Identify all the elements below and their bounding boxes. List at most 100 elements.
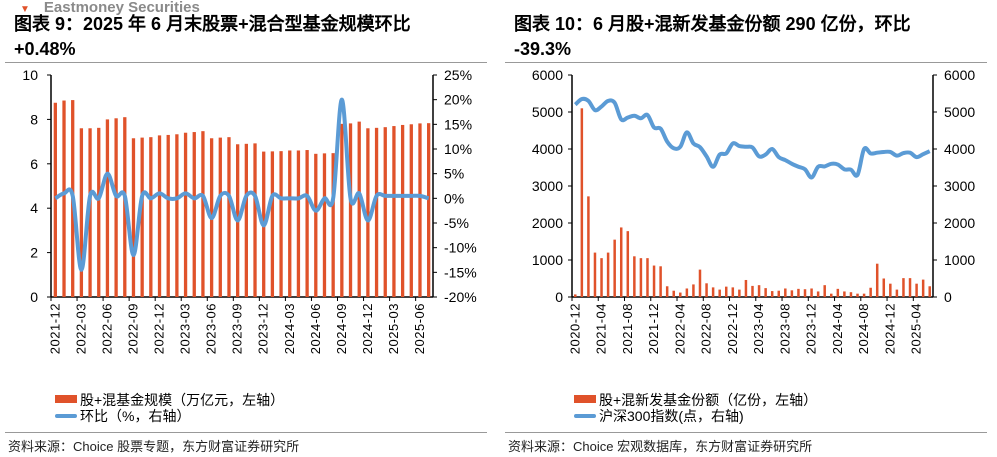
- y-left-tick-label: 3000: [532, 178, 563, 194]
- bar: [790, 290, 794, 297]
- bar: [902, 278, 905, 297]
- bar: [613, 239, 616, 297]
- bar: [633, 256, 636, 297]
- bar: [131, 138, 136, 297]
- x-tick-label: 2021-08: [620, 303, 635, 354]
- x-tick-label: 2022-06: [99, 303, 114, 354]
- chart-title: 图表 10：6 月股+混新发基金份额 290 亿份，环比 -39.3%: [514, 12, 994, 62]
- bar: [244, 143, 248, 297]
- y-left-tick-label: 6: [30, 156, 38, 172]
- bar: [88, 128, 92, 297]
- bar: [639, 258, 643, 297]
- bar: [314, 153, 318, 297]
- x-tick-label: 2024-12: [882, 303, 897, 354]
- y-left-tick-label: 8: [30, 111, 38, 127]
- watermark: ▼ Eastmoney Securities: [20, 0, 200, 18]
- chart-title: 图表 9：2025 年 6 月末股票+混合型基金规模环比 +0.48%: [14, 12, 494, 62]
- x-tick-label: 2024-09: [334, 303, 349, 354]
- bar: [928, 286, 931, 297]
- bar: [652, 265, 656, 297]
- y-right-tick-label: 5000: [944, 104, 975, 120]
- bar: [862, 293, 866, 297]
- x-tick-label: 2022-09: [125, 303, 140, 354]
- y-right-tick-label: 25%: [444, 67, 472, 83]
- legend-label-bar: 股+混基金规模（万亿元，左轴）: [80, 392, 284, 408]
- y-left-tick-label: 6000: [532, 67, 563, 83]
- bar: [157, 135, 162, 297]
- bar: [79, 128, 84, 297]
- x-tick-label: 2021-04: [594, 303, 609, 354]
- y-right-tick-label: 20%: [444, 92, 472, 108]
- bar: [348, 123, 353, 297]
- watermark-logo-icon: ▼: [20, 4, 30, 15]
- bar: [201, 131, 205, 297]
- bar: [279, 151, 283, 297]
- y-right-tick-label: 0: [944, 289, 952, 305]
- bar: [875, 263, 879, 297]
- bar: [53, 102, 57, 297]
- bar: [140, 137, 144, 297]
- bar: [587, 196, 590, 297]
- x-tick-label: 2021-12: [646, 303, 661, 354]
- bar: [606, 252, 610, 297]
- chart-title-line2: +0.48%: [14, 39, 76, 59]
- bar: [718, 289, 721, 297]
- y-right-tick-label: 0%: [444, 190, 464, 206]
- divider: [5, 62, 487, 63]
- bar: [869, 287, 872, 297]
- bar: [626, 231, 630, 297]
- x-tick-label: 2022-12: [725, 303, 740, 354]
- bar: [665, 286, 669, 297]
- y-right-tick-label: -15%: [444, 264, 477, 280]
- chart-title-line1: 图表 10：6 月股+混新发基金份额 290 亿份，环比: [514, 14, 911, 34]
- bar: [400, 124, 405, 297]
- bar: [659, 266, 662, 297]
- y-right-tick-label: 6000: [944, 67, 975, 83]
- y-right-tick-label: 2000: [944, 215, 975, 231]
- bar: [593, 252, 597, 297]
- x-tick-label: 2022-08: [699, 303, 714, 354]
- chart-title-line2: -39.3%: [514, 39, 572, 59]
- y-left-tick-label: 0: [555, 289, 563, 305]
- bar: [288, 150, 292, 297]
- bar: [253, 143, 257, 297]
- bar: [679, 292, 682, 297]
- legend-swatch-line: [574, 414, 596, 418]
- bar: [418, 123, 422, 297]
- y-right-tick-label: 3000: [944, 178, 975, 194]
- legend-label-bar: 股+混新发基金份额（亿份，左轴）: [599, 392, 817, 408]
- bar: [166, 134, 170, 297]
- y-right-tick-label: -5%: [444, 215, 469, 231]
- x-tick-label: 2021-12: [47, 303, 62, 354]
- bar: [803, 289, 807, 297]
- y-left-tick-label: 2: [30, 245, 38, 261]
- bar: [105, 119, 110, 298]
- x-tick-label: 2023-08: [777, 303, 792, 354]
- legend-label-line: 沪深300指数(点，右轴): [599, 408, 744, 424]
- bar: [366, 128, 370, 297]
- source-note: 资料来源：Choice 宏观数据库，东方财富证券研究所: [508, 439, 813, 454]
- bar: [915, 283, 918, 297]
- chart-title-line1: 图表 9：2025 年 6 月末股票+混合型基金规模环比: [14, 14, 411, 34]
- bar: [757, 285, 761, 297]
- bar: [374, 127, 379, 297]
- bar: [62, 100, 66, 297]
- x-tick-label: 2022-03: [73, 303, 88, 354]
- bar: [305, 150, 309, 297]
- bar: [149, 137, 153, 297]
- series-line: [54, 97, 430, 272]
- chart-fund-scale: 0 2 4 6 8 10 -20% -15% -10% -5% 0% 5% 10% 15% 20% 25% 20…: [22, 67, 477, 424]
- chart-new-fund-issuance: 0 1000 2000 3000 4000 5000 6000 0 1000 2000 3000 40…: [532, 67, 976, 424]
- x-tick-label: 2024-06: [308, 303, 323, 354]
- bar: [114, 118, 118, 297]
- source-note: 资料来源：Choice 股票专题，东方财富证券研究所: [8, 439, 300, 454]
- y-right-tick-label: -20%: [444, 289, 477, 305]
- watermark-text: Eastmoney Securities: [43, 0, 200, 16]
- x-tick-label: 2023-04: [751, 303, 766, 354]
- bar: [738, 289, 741, 297]
- x-tick-label: 2024-08: [856, 303, 871, 354]
- bar: [427, 123, 431, 297]
- x-tick-label: 2020-12: [567, 303, 582, 354]
- bar: [692, 284, 695, 297]
- bar: [296, 150, 301, 297]
